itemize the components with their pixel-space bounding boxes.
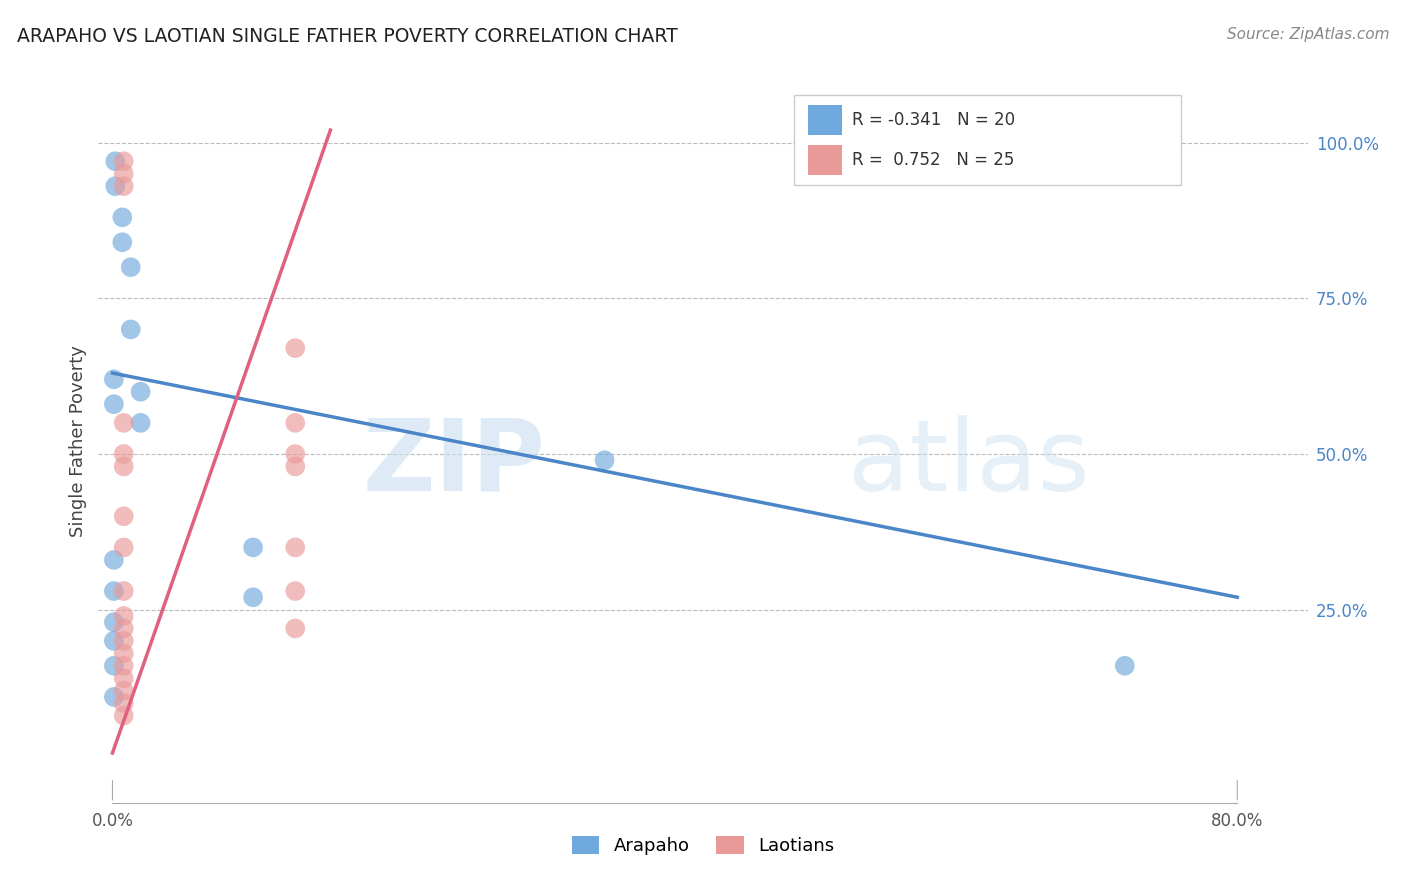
Text: atlas: atlas	[848, 415, 1090, 512]
Point	[112, 509, 135, 524]
Point	[242, 591, 264, 605]
Point	[103, 658, 125, 673]
Point	[112, 683, 135, 698]
Text: ARAPAHO VS LAOTIAN SINGLE FATHER POVERTY CORRELATION CHART: ARAPAHO VS LAOTIAN SINGLE FATHER POVERTY…	[17, 27, 678, 45]
Point	[129, 384, 152, 399]
Point	[112, 167, 135, 181]
Point	[284, 416, 307, 430]
Y-axis label: Single Father Poverty: Single Father Poverty	[69, 345, 87, 538]
Point	[112, 621, 135, 635]
Point	[120, 260, 142, 274]
Point	[112, 671, 135, 685]
Point	[112, 658, 135, 673]
FancyBboxPatch shape	[808, 105, 842, 136]
Point	[284, 447, 307, 461]
Point	[1114, 658, 1136, 673]
Point	[112, 541, 135, 555]
Point	[593, 453, 616, 467]
Point	[103, 372, 125, 386]
Point	[284, 541, 307, 555]
Point	[284, 459, 307, 474]
Point	[112, 609, 135, 624]
Text: 80.0%: 80.0%	[1211, 812, 1264, 830]
Point	[103, 584, 125, 599]
Point	[284, 621, 307, 635]
Legend: Arapaho, Laotians: Arapaho, Laotians	[565, 829, 841, 863]
Point	[284, 584, 307, 599]
Point	[112, 179, 135, 194]
Point	[112, 633, 135, 648]
Point	[104, 154, 127, 169]
Point	[103, 397, 125, 411]
Point	[103, 553, 125, 567]
Point	[112, 696, 135, 710]
Point	[120, 322, 142, 336]
Point	[112, 459, 135, 474]
Point	[111, 211, 134, 225]
Point	[112, 646, 135, 660]
Point	[112, 708, 135, 723]
Point	[242, 541, 264, 555]
Point	[103, 615, 125, 630]
Text: 0.0%: 0.0%	[91, 812, 134, 830]
Point	[103, 633, 125, 648]
Point	[129, 416, 152, 430]
Text: Source: ZipAtlas.com: Source: ZipAtlas.com	[1226, 27, 1389, 42]
Point	[284, 341, 307, 355]
Text: ZIP: ZIP	[363, 415, 546, 512]
Text: R = -0.341   N = 20: R = -0.341 N = 20	[852, 111, 1015, 129]
Point	[112, 584, 135, 599]
Point	[103, 690, 125, 704]
Text: R =  0.752   N = 25: R = 0.752 N = 25	[852, 151, 1014, 169]
FancyBboxPatch shape	[808, 145, 842, 175]
Point	[111, 235, 134, 250]
Point	[112, 154, 135, 169]
Point	[112, 447, 135, 461]
Point	[104, 179, 127, 194]
FancyBboxPatch shape	[793, 95, 1181, 185]
Point	[112, 416, 135, 430]
